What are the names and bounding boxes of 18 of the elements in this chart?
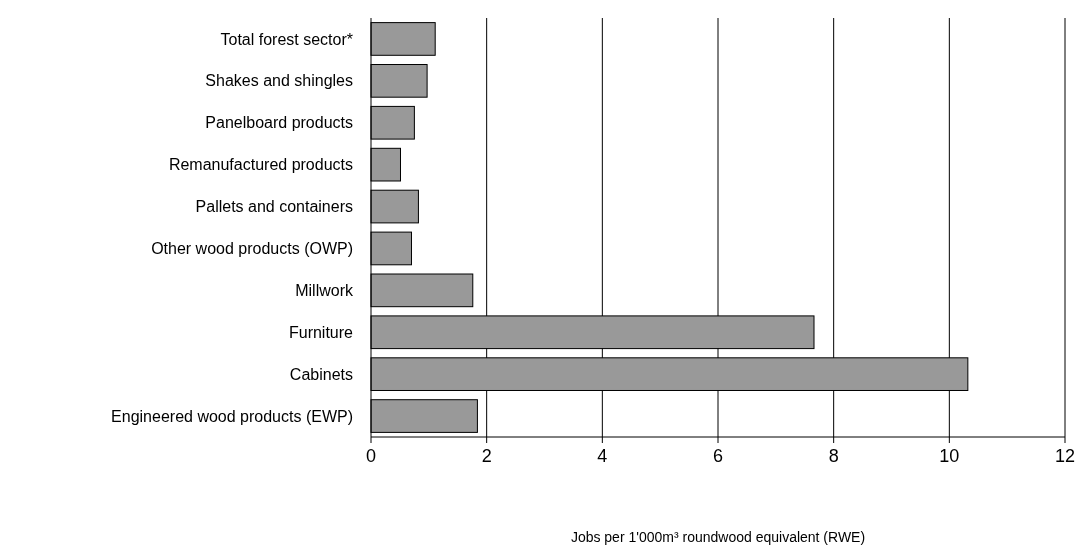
x-tick-label: 12 — [1054, 446, 1076, 466]
y-tick-label: Panelboard products — [205, 114, 353, 132]
x-tick-label: 6 — [712, 446, 724, 466]
y-tick-label: Remanufactured products — [168, 156, 353, 174]
y-tick-label: Millwork — [295, 281, 354, 299]
y-tick-label: Shakes and shingles — [205, 72, 353, 90]
y-tick-label: Engineered wood products (EWP) — [111, 407, 353, 425]
y-tick-label: Total forest sector* — [220, 30, 353, 48]
y-tick-label: Cabinets — [289, 365, 353, 383]
x-tick-label: 0 — [365, 446, 377, 466]
x-tick-label: 8 — [828, 446, 839, 466]
y-tick-label: Furniture — [288, 323, 354, 341]
x-tick-label: 10 — [939, 446, 960, 466]
x-axis-title: Jobs per 1'000m³ roundwood equivalent (RWE) — [570, 529, 866, 545]
y-tick-label: Pallets and containers — [195, 198, 353, 216]
y-tick-label: Other wood products (OWP) — [151, 240, 353, 258]
x-tick-label: 2 — [481, 446, 492, 466]
x-tick-label: 4 — [597, 446, 608, 466]
